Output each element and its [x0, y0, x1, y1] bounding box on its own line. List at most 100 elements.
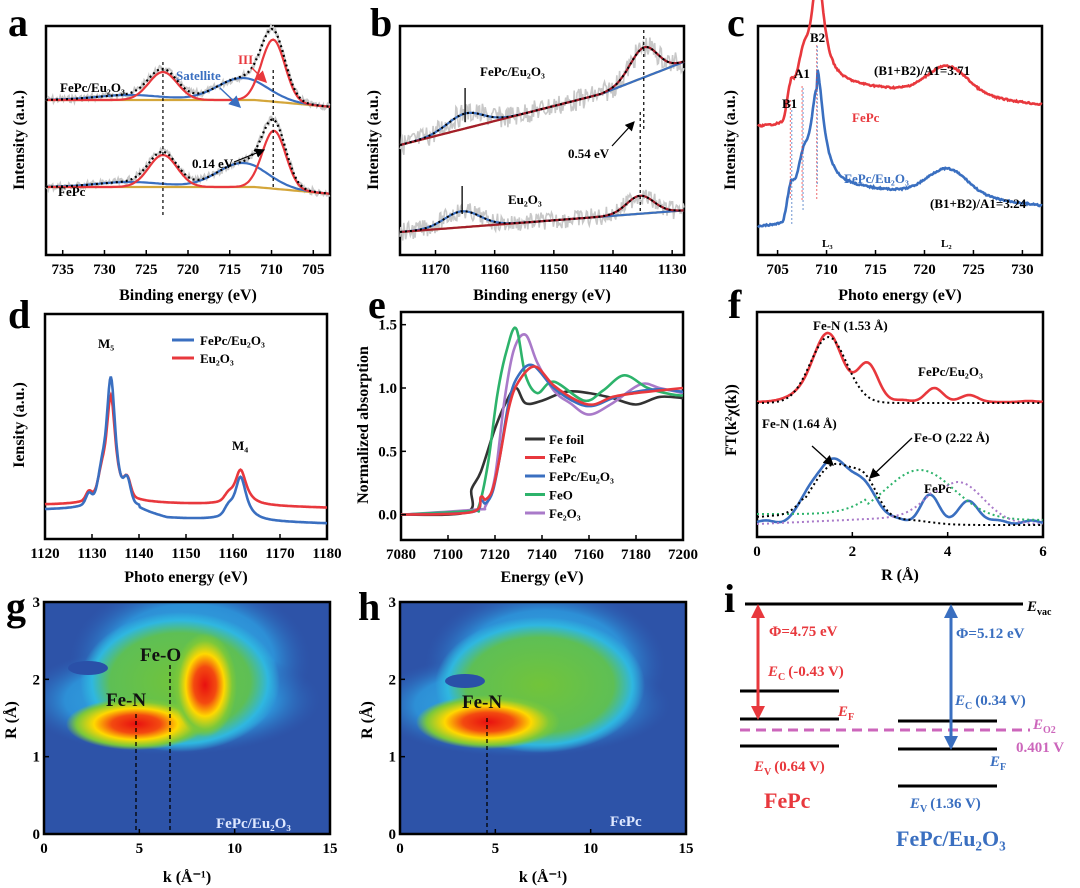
- label-material-fepc: FePc: [764, 788, 811, 813]
- x-tick-label: 725: [135, 262, 158, 278]
- peak-fit-line: [399, 194, 685, 234]
- x-tick-label: 715: [864, 262, 887, 278]
- label-fe-n-153: Fe-N (1.53 Å): [813, 318, 888, 333]
- label-m5: M₅: [98, 336, 114, 351]
- x-tick-label: 10: [227, 841, 242, 857]
- x-axis-label: Energy (eV): [500, 569, 583, 586]
- x-tick-label: 720: [177, 262, 200, 278]
- label-phi-composite: Φ=5.12 eV: [956, 626, 1025, 642]
- legend-fepc-eu2o3: FePc/Eu₂O₃: [200, 333, 265, 348]
- y-tick-label: 0: [389, 827, 397, 843]
- series-line-fe2o3: [400, 333, 684, 516]
- x-tick-label: 730: [1011, 262, 1034, 278]
- y-tick-label: 2: [389, 672, 397, 688]
- x-tick-label: 1170: [421, 262, 450, 278]
- plot-frame: [398, 600, 688, 836]
- x-tick-label: 710: [815, 262, 838, 278]
- label-fepc-eu2o3: FePc/Eu₂O₃: [918, 364, 983, 379]
- label-ec-fepc: EC (-0.43 V): [767, 664, 844, 683]
- satellite-fit-line: [45, 76, 331, 108]
- y-axis-label: R (Å): [2, 701, 20, 739]
- x-tick-label: 735: [51, 262, 74, 278]
- x-tick-label: 0: [753, 544, 761, 560]
- x-tick-label: 1170: [265, 546, 294, 562]
- panel-h-wavelet-fepc: 0 5 10 15 0 1 2 3 Fe-N FePc k (Å⁻¹) R (Å): [358, 595, 694, 886]
- panel-f-ft-exafs: 0 2 4 6 R (Å) FT(k²χ(k)) Fe-N (1.53 Å) FePc…: [723, 310, 1047, 584]
- label-iii: III: [238, 52, 253, 67]
- spectrum-line-fepc: [757, 0, 1043, 128]
- legend-label: FePc: [549, 451, 577, 466]
- plot-frame: [755, 310, 1045, 539]
- y-tick-label: 3: [389, 595, 397, 611]
- x-tick-label: 1130: [658, 262, 687, 278]
- x-tick-label: 1160: [480, 262, 509, 278]
- label-eo2: EO2: [1032, 717, 1056, 736]
- label-fe-o-222: Fe-O (2.22 Å): [914, 430, 989, 445]
- x-tick-label: 1160: [218, 546, 247, 562]
- spectrum-line-fepceu2o3: [757, 69, 1043, 229]
- x-axis-label: R (Å): [881, 566, 919, 584]
- series-line-fefoil: [400, 386, 684, 517]
- panel-a-xps-fe2p: 735 730 725 720 715 710 705 Binding energy (eV…: [11, 23, 332, 304]
- y-tick-label: 0: [33, 827, 41, 843]
- x-tick-label: 15: [679, 841, 694, 857]
- ft-line-fepc-eu2o3: [756, 331, 1044, 404]
- x-tick-label: 7080: [386, 547, 416, 563]
- x-tick-label: 1140: [124, 546, 153, 562]
- panel-label-a: a: [8, 0, 28, 45]
- y-axis-label: Intensity (a.u.): [365, 90, 382, 190]
- x-tick-label: 6: [1039, 544, 1047, 560]
- label-m4: M₄: [232, 438, 248, 453]
- label-o2-potential: 0.401 V: [1016, 740, 1064, 756]
- legend-label: Fe₂O₃: [549, 506, 581, 521]
- x-tick-label: 7180: [621, 547, 651, 563]
- x-tick-label: 15: [323, 841, 338, 857]
- x-tick-label: 5: [136, 841, 144, 857]
- panel-label-i: i: [724, 576, 735, 621]
- label-ef-composite: EF: [989, 754, 1006, 773]
- x-tick-label: 1130: [77, 546, 106, 562]
- y-axis-label: R (Å): [358, 701, 376, 739]
- spectrum-line-fepc-eu2o3: [44, 376, 327, 525]
- label-fepc: FePc: [852, 110, 880, 125]
- panel-e-xanes: 7080 7100 7120 7140 7160 7180 7200 0.0 0.5 1.0 1.5…: [355, 310, 698, 586]
- legend-label: FeO: [549, 488, 573, 503]
- label-ef-fepc: EF: [837, 704, 854, 723]
- y-axis-label: Normalized absorption: [355, 346, 372, 504]
- x-tick-label: 1150: [539, 262, 568, 278]
- label-material-composite: FePc/Eu₂O₃: [896, 826, 1006, 851]
- x-tick-label: 725: [962, 262, 985, 278]
- x-tick-label: 7120: [480, 547, 510, 563]
- panel-label-d: d: [8, 292, 30, 337]
- legend-label: Fe foil: [549, 432, 584, 447]
- label-ev-fepc: EV (0.64 V): [753, 759, 825, 778]
- y-tick-label: 3: [33, 595, 41, 611]
- label-fe-n: Fe-N: [462, 692, 502, 713]
- raw-data-line: [399, 37, 685, 155]
- x-axis-label: Binding energy (eV): [473, 287, 611, 304]
- x-tick-label: 4: [944, 544, 952, 560]
- panel-b-xps-eu3d: 1170 1160 1150 1140 1130 Binding energy (eV)…: [365, 24, 687, 304]
- label-satellite: Satellite: [176, 68, 221, 83]
- total-fit-line: [756, 462, 1043, 526]
- legend-label: FePc/Eu₂O₃: [549, 469, 614, 484]
- fit-line: [757, 335, 1043, 404]
- label-b1: B1: [782, 96, 797, 111]
- x-tick-label: 720: [913, 262, 936, 278]
- label-l2: L₂: [941, 238, 952, 250]
- x-tick-label: 5: [492, 841, 500, 857]
- x-tick-label: 1150: [171, 546, 200, 562]
- label-fe-o: Fe-O: [140, 645, 181, 666]
- panel-label-g: g: [6, 584, 26, 629]
- y-axis-label: Iensity (a.u.): [11, 382, 28, 468]
- label-sample: FePc: [610, 814, 642, 830]
- plot-frame: [42, 600, 332, 836]
- y-tick-label: 2: [33, 672, 41, 688]
- panel-label-f: f: [728, 282, 742, 327]
- y-tick-label: 1: [389, 750, 397, 766]
- x-tick-label: 705: [766, 262, 789, 278]
- legend: Fe foil FePc FePc/Eu₂O₃ FeO Fe₂O₃: [525, 432, 614, 521]
- x-tick-label: 705: [302, 262, 325, 278]
- x-tick-label: 0: [40, 841, 48, 857]
